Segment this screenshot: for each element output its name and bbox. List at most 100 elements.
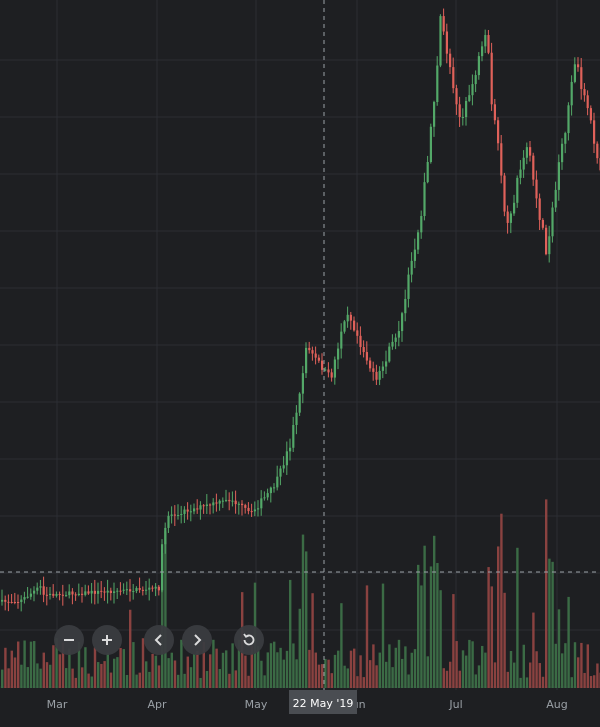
candle-body bbox=[554, 189, 557, 208]
volume-bar bbox=[68, 648, 71, 688]
volume-bar bbox=[541, 676, 545, 688]
candle-body bbox=[1, 599, 4, 602]
candle-body bbox=[394, 337, 397, 342]
candle-body bbox=[381, 366, 384, 371]
candle-body bbox=[516, 177, 519, 203]
volume-bar bbox=[177, 674, 180, 688]
candle-body bbox=[455, 88, 458, 105]
candle-body bbox=[33, 590, 36, 594]
candle-body bbox=[397, 331, 400, 338]
volume-bar bbox=[458, 670, 461, 688]
reset-button[interactable] bbox=[234, 625, 264, 655]
zoom-out-button[interactable] bbox=[54, 625, 84, 655]
volume-bar bbox=[388, 644, 391, 688]
candle-body bbox=[74, 594, 77, 596]
volume-bar bbox=[263, 675, 266, 688]
candle-body bbox=[157, 586, 160, 591]
volume-bar bbox=[221, 652, 225, 688]
candle-body bbox=[218, 500, 221, 504]
volume-bar bbox=[423, 545, 426, 688]
volume-bar bbox=[260, 660, 263, 688]
volume-bar bbox=[385, 661, 388, 688]
candle-body bbox=[20, 599, 23, 602]
volume-bar bbox=[74, 677, 77, 688]
candle-body bbox=[228, 499, 231, 502]
candle-body bbox=[260, 498, 263, 509]
candle-body bbox=[138, 588, 141, 590]
volume-bar bbox=[349, 650, 353, 688]
candle-body bbox=[359, 335, 362, 348]
volume-bar bbox=[436, 563, 439, 688]
volume-bar bbox=[122, 649, 125, 688]
volume-bars bbox=[1, 499, 600, 688]
candle-body bbox=[522, 157, 525, 170]
volume-bar bbox=[26, 667, 29, 688]
candle-body bbox=[423, 182, 426, 217]
candle-body bbox=[257, 508, 260, 510]
volume-bar bbox=[164, 531, 167, 688]
volume-bar bbox=[45, 662, 49, 688]
candle-body bbox=[372, 368, 375, 372]
candle-body bbox=[391, 341, 394, 347]
candle-body bbox=[125, 589, 128, 591]
scroll-right-button[interactable] bbox=[182, 625, 212, 655]
candle-body bbox=[109, 590, 112, 593]
candle-body bbox=[263, 497, 266, 499]
candle-body bbox=[557, 162, 560, 190]
x-tick-label-may: May bbox=[245, 698, 268, 711]
volume-bar bbox=[141, 638, 145, 688]
volume-bar bbox=[461, 650, 465, 688]
candle-body bbox=[589, 108, 592, 121]
volume-bar bbox=[401, 658, 404, 688]
volume-bar bbox=[311, 593, 314, 688]
volume-bar bbox=[273, 641, 276, 688]
scroll-left-button[interactable] bbox=[144, 625, 174, 655]
candle-body bbox=[349, 314, 352, 321]
candle-body bbox=[29, 593, 32, 597]
candle-body bbox=[122, 589, 125, 591]
volume-bar bbox=[535, 651, 538, 688]
volume-bar bbox=[333, 654, 337, 688]
volume-bar bbox=[52, 645, 55, 688]
candle-body bbox=[452, 67, 455, 89]
candle-body bbox=[324, 369, 327, 371]
volume-bar bbox=[154, 655, 157, 688]
volume-bar bbox=[465, 655, 468, 688]
volume-bar bbox=[199, 677, 202, 688]
volume-bar bbox=[1, 669, 4, 688]
crosshair-date-label: 22 May '19 bbox=[293, 697, 354, 710]
candle-body bbox=[170, 514, 173, 516]
volume-bar bbox=[244, 655, 247, 688]
volume-bar bbox=[285, 650, 289, 688]
candle-body bbox=[225, 499, 228, 501]
candle-body bbox=[164, 527, 167, 545]
volume-bar bbox=[125, 674, 129, 688]
candle-body bbox=[481, 46, 484, 57]
candle-body bbox=[84, 591, 87, 595]
volume-bar bbox=[433, 535, 436, 688]
candle-body bbox=[173, 514, 176, 516]
candle-body bbox=[301, 373, 304, 394]
candle-body bbox=[269, 487, 272, 494]
volume-bar bbox=[257, 645, 260, 688]
candle-body bbox=[180, 513, 183, 515]
volume-bar bbox=[503, 592, 506, 688]
volume-bar bbox=[212, 639, 215, 688]
candle-body bbox=[205, 504, 208, 506]
volume-bar bbox=[148, 671, 151, 688]
volume-bar bbox=[519, 677, 522, 688]
candle-body bbox=[433, 102, 436, 127]
candle-body bbox=[477, 56, 480, 76]
zoom-in-button[interactable] bbox=[92, 625, 122, 655]
reset-icon bbox=[243, 633, 255, 646]
volume-bar bbox=[487, 567, 490, 688]
candle-body bbox=[215, 502, 218, 504]
candle-body bbox=[538, 198, 541, 220]
candle-body bbox=[404, 298, 407, 314]
candle-body bbox=[68, 591, 71, 596]
volume-bar bbox=[218, 669, 221, 688]
volume-bar bbox=[567, 596, 570, 688]
volume-bar bbox=[282, 659, 285, 688]
